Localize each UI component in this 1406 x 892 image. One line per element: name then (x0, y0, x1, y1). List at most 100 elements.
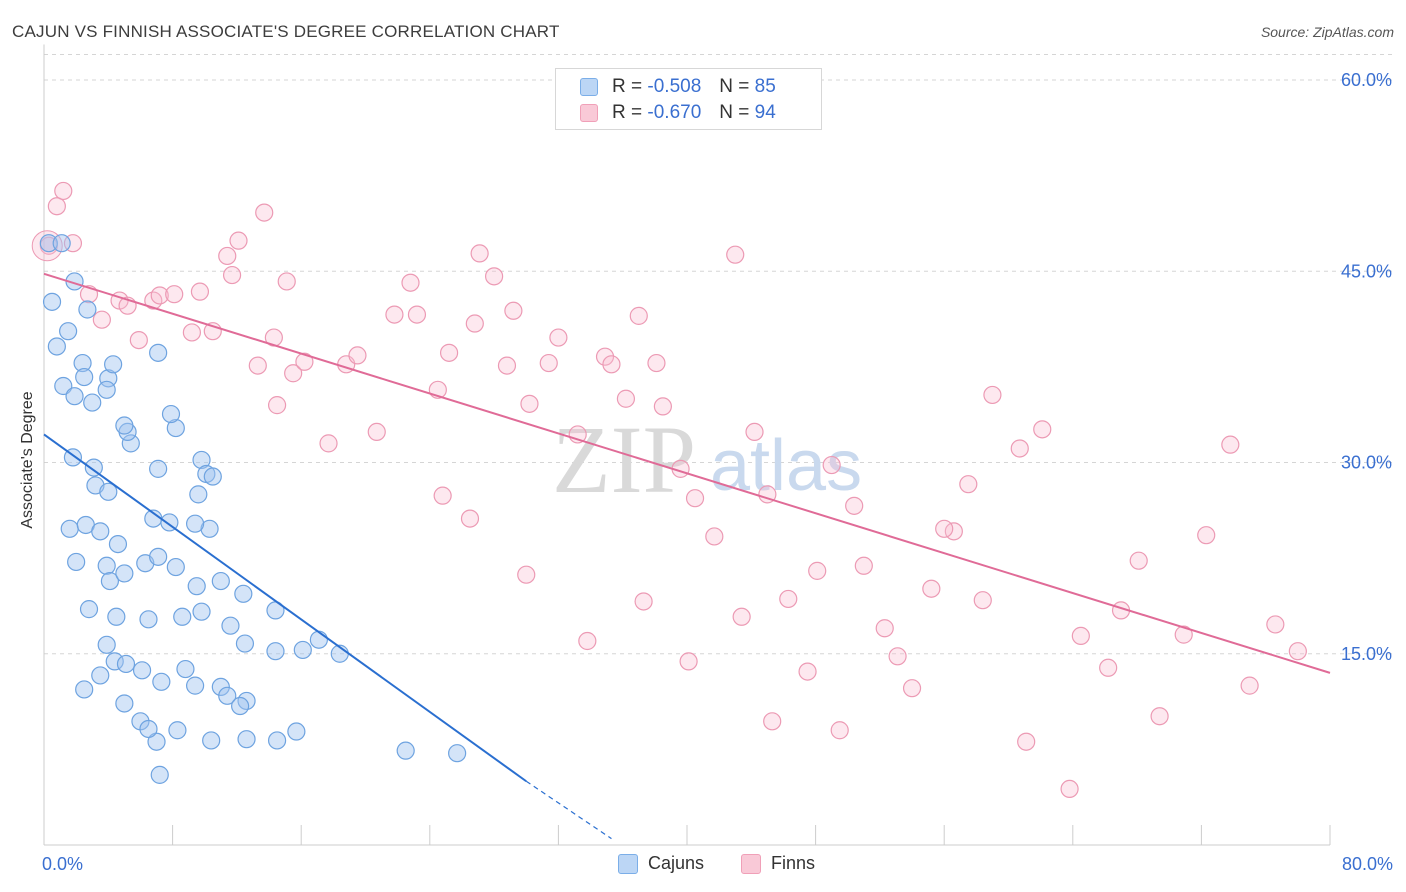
cajuns-point (115, 416, 134, 435)
y-tick-label: 60.0% (1341, 70, 1392, 90)
axes (43, 44, 1331, 846)
cajuns-swatch (580, 78, 598, 96)
finns-point (798, 662, 817, 681)
finns-point (485, 267, 504, 286)
cajuns-point (166, 557, 185, 577)
finns-point (1010, 439, 1029, 458)
finns-point (517, 565, 536, 584)
finns-point (830, 721, 849, 740)
cajuns-point (287, 722, 306, 741)
finns-point (129, 331, 148, 350)
cajuns-point (149, 459, 168, 478)
chart-title: CAJUN VS FINNISH ASSOCIATE'S DEGREE CORR… (12, 22, 560, 41)
legend-item-cajuns[interactable]: Cajuns (618, 853, 704, 874)
cajuns-point (115, 694, 134, 713)
finns-point (1017, 732, 1036, 751)
finns-swatch (580, 104, 598, 122)
finns-point (822, 455, 841, 475)
finns-point (549, 328, 568, 347)
finns-point (679, 652, 698, 671)
cajuns-point (211, 571, 230, 591)
cajuns-point (293, 640, 312, 660)
cajuns-point (200, 519, 219, 538)
finns-point (504, 301, 523, 320)
finns-point (54, 181, 73, 201)
cajuns-point (104, 355, 123, 374)
finns-r-value: -0.670 (647, 102, 702, 123)
cajuns-point (47, 337, 66, 356)
cajuns-point (84, 458, 103, 477)
cajuns-point (448, 744, 467, 763)
finns-point (182, 323, 201, 342)
cajuns-point (115, 564, 134, 583)
cajuns-point (79, 600, 99, 619)
cajuns-point (121, 434, 140, 453)
finns-point (190, 282, 210, 301)
finns-point (1288, 642, 1307, 661)
finns-point (222, 265, 242, 285)
correlation-legend: R = -0.508 N = 85 R = -0.670 N = 94 (555, 68, 822, 130)
legend-row-cajuns: R = -0.508 N = 85 (580, 76, 776, 98)
cajuns-point (105, 652, 124, 671)
finns-point (935, 519, 954, 538)
cajuns-point (202, 731, 221, 750)
finns-point (845, 496, 864, 515)
cajuns-point (149, 343, 168, 362)
cajuns-point (218, 686, 237, 705)
cajuns-point (99, 482, 118, 501)
finns-point (745, 422, 764, 441)
finns-point (922, 579, 941, 598)
y-tick-label: 30.0% (1341, 453, 1392, 473)
finns-point (1266, 615, 1285, 634)
finns-point (433, 486, 452, 505)
finns-legend-swatch (741, 853, 761, 874)
finns-point (634, 592, 653, 611)
finns-point (367, 422, 386, 441)
finns-point (1240, 676, 1259, 695)
finns-point (47, 197, 66, 216)
finns-point (959, 475, 978, 494)
cajuns-point (97, 380, 116, 399)
finns-point (277, 272, 296, 291)
finns-point (401, 273, 420, 292)
cajuns-point (211, 677, 230, 697)
cajuns-point (42, 292, 62, 311)
cajuns-point (59, 322, 78, 341)
cajuns-point (149, 547, 168, 566)
finns-point (248, 356, 267, 375)
cajuns-point (396, 741, 415, 760)
finns-point (1197, 526, 1216, 545)
watermark-atlas: atlas (710, 426, 862, 506)
finns-point (578, 631, 597, 651)
y-tick-label: 45.0% (1341, 261, 1392, 281)
finns-point (465, 314, 484, 333)
legend-item-finns[interactable]: Finns (741, 853, 815, 874)
tick-labels: 15.0% 30.0% 45.0% 60.0% 0.0% 80.0% (42, 70, 1393, 874)
cajuns-points (39, 234, 467, 784)
finns-point (875, 619, 894, 638)
finns-r-label: R = (612, 102, 643, 123)
finns-point (255, 203, 274, 222)
cajuns-point (97, 635, 116, 654)
finns-point (854, 556, 873, 575)
finns-point (267, 396, 287, 415)
cajuns-point (309, 630, 328, 649)
cajuns-point (187, 577, 206, 596)
finns-point (439, 343, 459, 362)
cajuns-point (192, 450, 211, 470)
cajuns-point (73, 353, 92, 373)
cajuns-point (75, 680, 94, 699)
cajuns-legend-label: Cajuns (648, 853, 705, 873)
cajuns-point (237, 730, 256, 749)
finns-point (888, 647, 907, 666)
finns-point (705, 527, 724, 546)
finns-legend-label: Finns (771, 853, 816, 873)
finns-point (1174, 625, 1193, 644)
finns-point (319, 434, 338, 453)
cajuns-point (266, 642, 285, 661)
cajuns-point (54, 376, 73, 396)
finns-points (31, 181, 1307, 799)
cajuns-point (67, 552, 86, 572)
finns-point (497, 356, 517, 375)
